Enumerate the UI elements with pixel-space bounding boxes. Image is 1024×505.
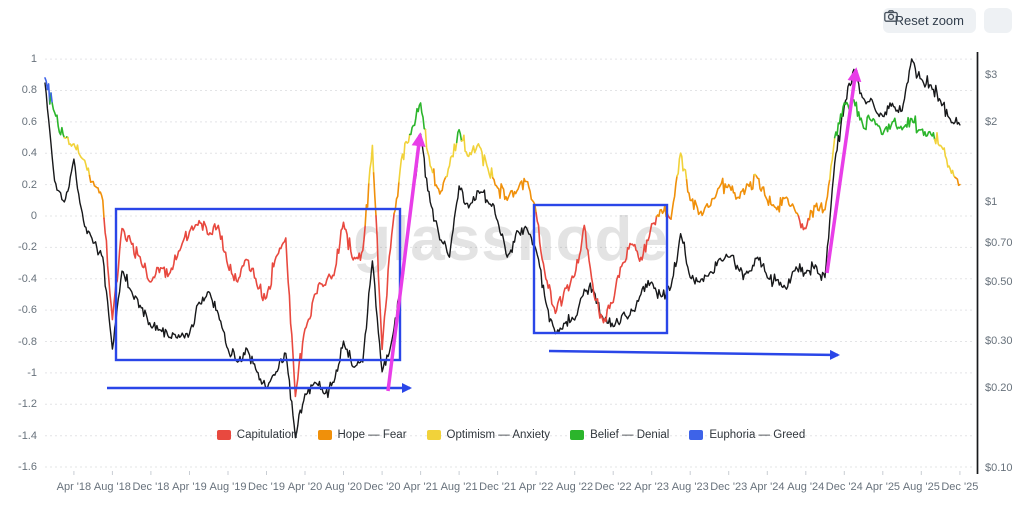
x-tick-label: Apr '25 [865,481,901,493]
left-axis-tick-label: 0.6 [21,115,37,128]
left-axis-tick-label: -0.6 [18,304,37,317]
toolbar: Reset zoom [882,8,1012,33]
legend-item[interactable]: Euphoria — Greed [689,429,805,441]
x-tick-label: Dec '23 [710,481,748,493]
x-tick-label: Apr '18 [56,481,92,493]
legend-swatch [426,430,441,440]
left-axis-tick-label: 0 [30,210,37,222]
x-tick-label: Apr '24 [749,481,785,493]
x-tick-label: Dec '22 [594,481,632,493]
legend-swatch [689,430,704,440]
x-tick-label: Dec '21 [479,481,517,493]
left-axis-tick-label: 0.8 [21,84,37,97]
left-axis-tick-label: -1 [27,366,37,379]
left-axis-tick-label: -1.6 [18,461,37,474]
x-tick-label: Aug '23 [671,481,709,493]
legend-item[interactable]: Hope — Fear [317,429,407,441]
x-tick-label: Aug '18 [93,481,131,493]
annotations-layer [107,67,862,393]
right-axis-tick-label: $0.50 [985,276,1013,289]
legend-label: Hope — Fear [337,429,407,441]
left-axis-tick-label: 0.2 [21,178,37,191]
x-tick-label: Dec '20 [363,481,401,493]
right-axis-tick-label: $0.30 [985,335,1013,348]
legend: Capitulation Hope — Fear Optimism — Anxiet… [45,429,977,441]
right-axis-tick-label: $1 [985,196,998,208]
x-tick-label: Apr '20 [287,481,323,493]
x-tick-label: Apr '19 [172,481,207,493]
series-lines [44,58,961,439]
right-axis-tick-label: $0.20 [985,381,1013,394]
legend-swatch [216,430,231,440]
x-tick-label: Aug '19 [209,481,247,493]
left-axis-tick-label: -0.8 [18,335,37,348]
x-tick-label: Aug '25 [902,481,940,493]
x-tick-label: Dec '24 [825,481,863,493]
legend-label: Belief — Denial [590,429,670,441]
x-tick-label: Aug '22 [556,481,594,493]
x-tick-label: Dec '25 [941,481,979,493]
x-tick-label: Apr '21 [403,481,438,493]
legend-item[interactable]: Capitulation [216,429,298,441]
x-tick-label: Dec '19 [248,481,285,493]
legend-swatch [317,430,332,440]
x-tick-label: Apr '22 [518,481,554,493]
camera-icon [883,10,898,22]
left-axis-tick-label: -1.4 [18,429,37,442]
right-axis-tick-label: $3 [985,69,998,82]
x-tick-label: Aug '20 [325,481,362,493]
legend-item[interactable]: Optimism — Anxiety [426,429,551,441]
right-axis-tick-label: $0.10 [985,462,1013,474]
right-axis-tick-label: $0.70 [985,237,1013,250]
x-tick-label: Aug '21 [440,481,478,493]
legend-swatch [570,430,585,440]
left-axis-tick-label: 0.4 [21,147,37,160]
reset-zoom-button[interactable]: Reset zoom [882,8,976,33]
screenshot-button[interactable] [883,8,1012,33]
legend-label: Euphoria — Greed [709,429,806,441]
left-axis-tick-label: -0.4 [18,272,37,285]
left-axis-tick-label: -0.2 [18,241,37,254]
legend-item[interactable]: Belief — Denial [570,429,669,441]
left-axis-tick-label: -1.2 [18,398,37,411]
right-axis-tick-label: $2 [985,115,998,128]
axes-layer [73,52,979,475]
x-tick-label: Aug '24 [787,481,825,493]
gridlines [45,58,975,468]
legend-label: Capitulation [236,429,298,441]
x-tick-label: Apr '23 [634,481,669,493]
x-tick-label: Dec '18 [132,481,170,493]
left-axis-tick-label: 1 [30,53,37,66]
legend-label: Optimism — Anxiety [446,429,551,441]
